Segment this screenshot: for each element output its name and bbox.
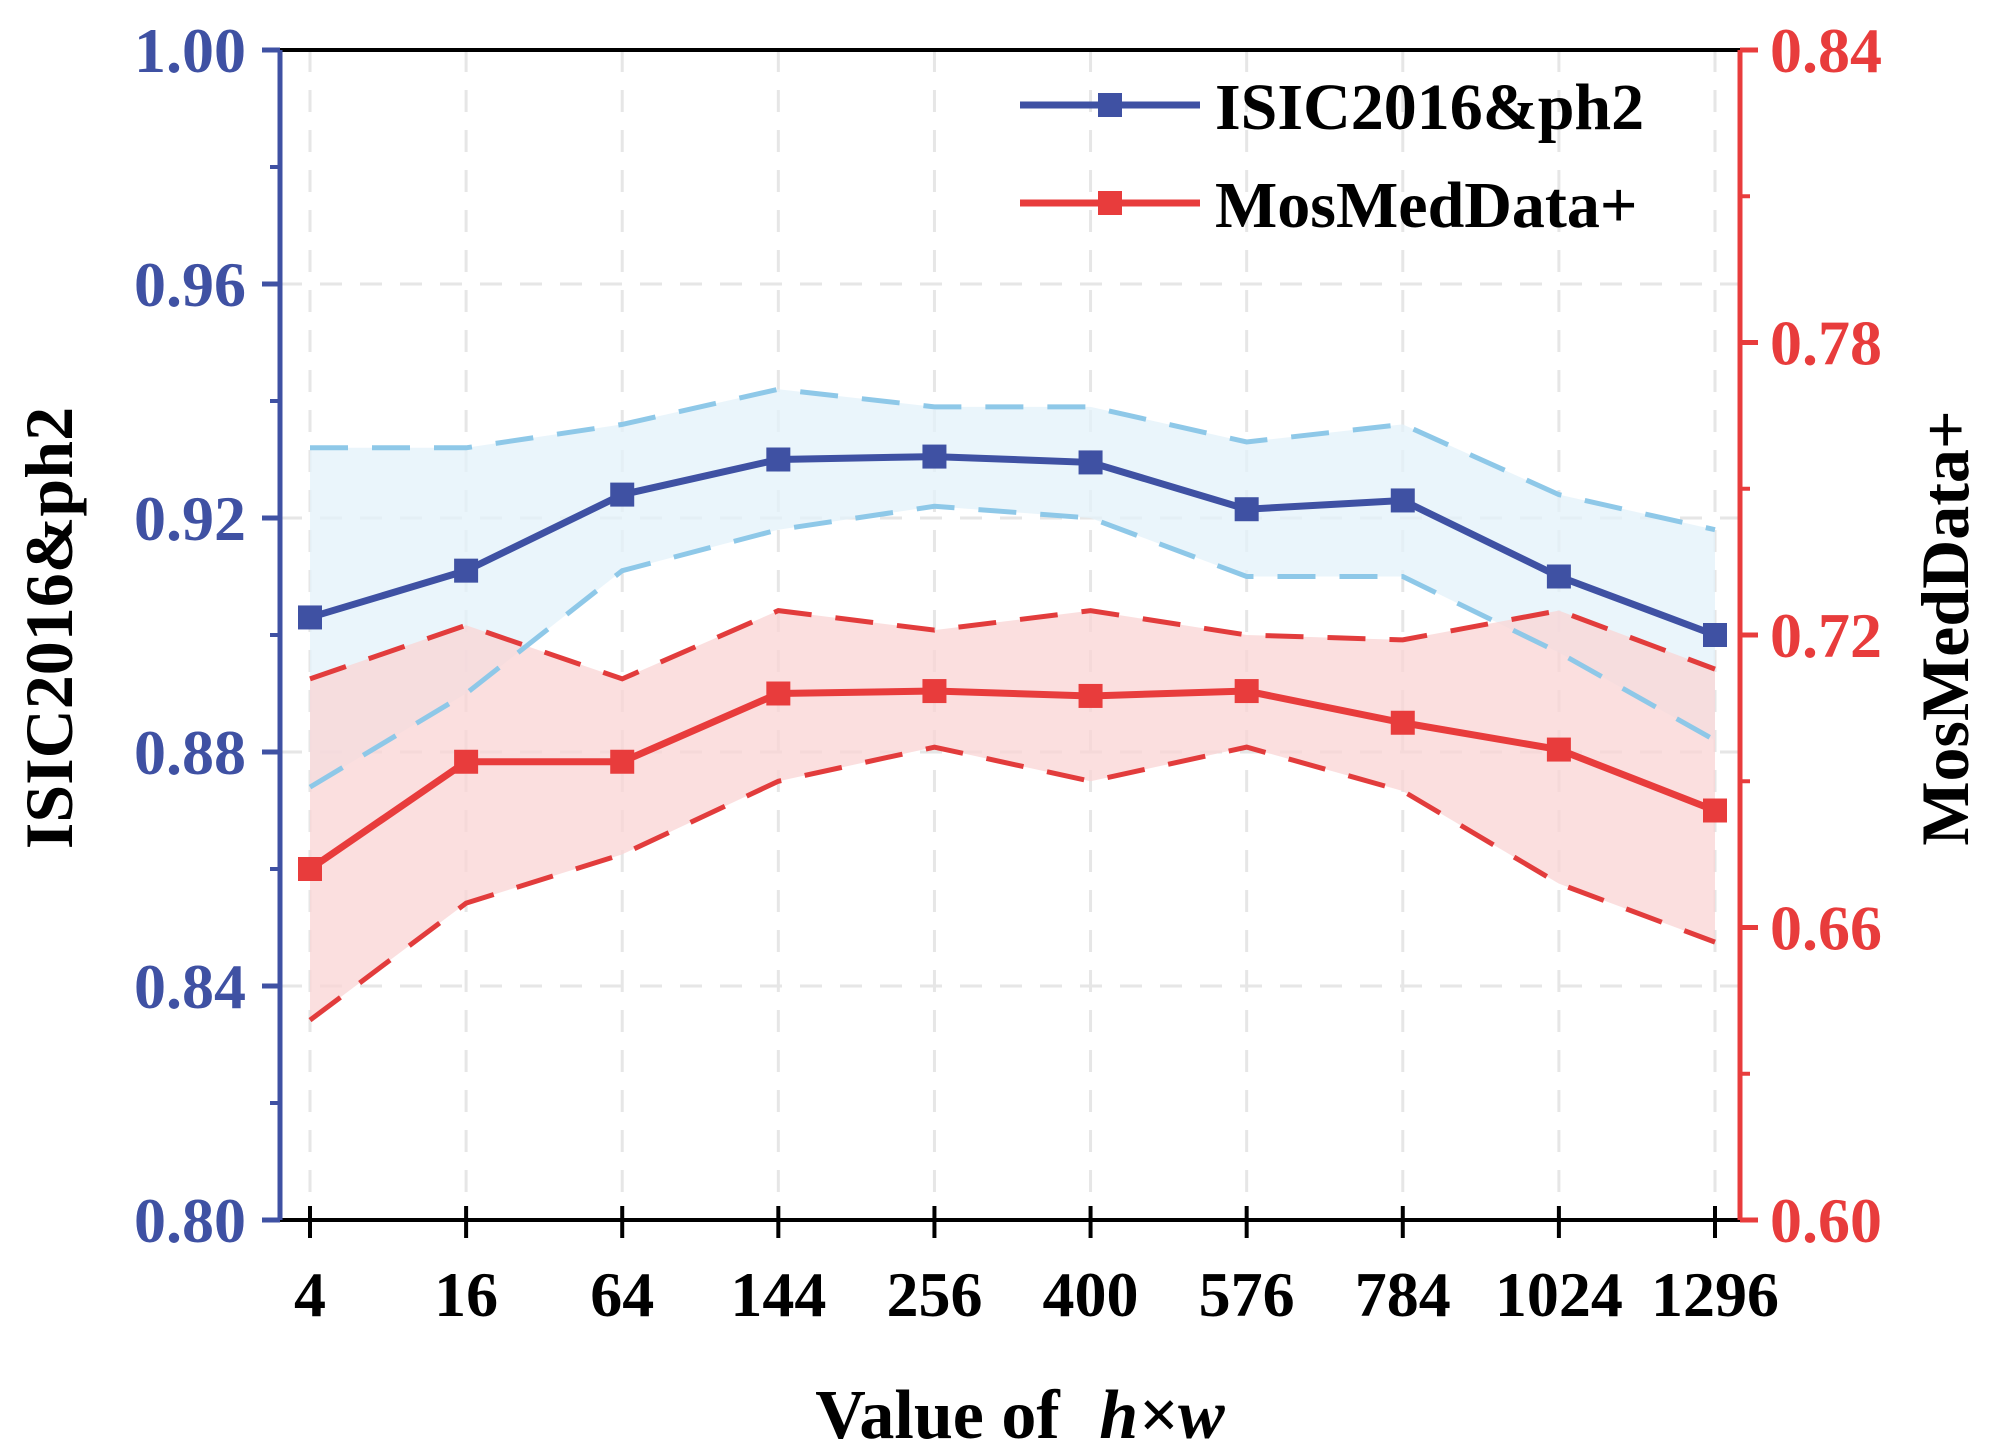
bound-upper-MosMedData+ (309, 608, 1716, 682)
legend: ISIC2016&ph2 MosMedData+ (1020, 71, 1644, 242)
right-tick-label: 0.66 (1770, 893, 1882, 964)
left-tick-label: 0.96 (134, 249, 246, 320)
left-tick-label: 1.00 (134, 15, 246, 86)
data-point (298, 857, 322, 881)
data-point (922, 444, 947, 469)
right-tick-label: 0.78 (1770, 308, 1882, 379)
series-line-MosMedData+ (308, 687, 1717, 872)
data-point (610, 482, 635, 507)
left-tick-label: 0.92 (134, 483, 246, 554)
x-tick-label: 1024 (1495, 1259, 1623, 1330)
x-axis-title-variable: h×w (1099, 1377, 1225, 1452)
data-point (1078, 683, 1103, 708)
series-lines (308, 453, 1717, 872)
band-MosMedData+ (310, 610, 1715, 1021)
right-tick-label: 0.84 (1770, 15, 1882, 86)
x-tick-label: 64 (590, 1259, 654, 1330)
left-axis-title: ISIC2016&ph2 (11, 407, 87, 849)
data-point (766, 447, 791, 472)
x-tick-label: 576 (1199, 1259, 1295, 1330)
series-line-ISIC2016&ph2 (308, 453, 1717, 639)
dashed-bounds (308, 386, 1717, 1023)
data-point (1078, 450, 1103, 475)
data-point (922, 679, 947, 704)
axes: 4 16 64 144 256 400 576 784 1024 1296 0.80 0.84 0.88… (134, 15, 1882, 1330)
series-markers (298, 444, 1727, 881)
data-point (298, 605, 322, 630)
bound-lower-ISIC2016&ph2 (308, 503, 1717, 790)
x-tick-label: 144 (730, 1259, 826, 1330)
legend-marker (1098, 191, 1122, 215)
x-axis-title: Value of h×w (815, 1377, 1225, 1452)
x-tick-label: 400 (1043, 1259, 1139, 1330)
right-axis-title: MosMedData+ (1907, 410, 1983, 845)
data-point (1390, 710, 1415, 735)
bound-upper-ISIC2016&ph2 (310, 386, 1716, 533)
legend-label: MosMedData+ (1215, 169, 1638, 242)
left-tick-label: 0.84 (134, 951, 246, 1022)
left-tick-label: 0.80 (134, 1185, 246, 1256)
left-tick-label: 0.88 (134, 717, 246, 788)
x-axis-title-prefix: Value of (815, 1377, 1060, 1452)
x-tick-label: 16 (434, 1259, 498, 1330)
data-point (766, 681, 791, 706)
bands (310, 389, 1715, 1021)
legend-label: ISIC2016&ph2 (1215, 71, 1644, 144)
data-point (1703, 623, 1727, 647)
data-point (1234, 679, 1259, 704)
data-point (1234, 497, 1259, 522)
bound-lower-MosMedData+ (308, 744, 1716, 1023)
right-tick-label: 0.60 (1770, 1185, 1882, 1256)
legend-marker (1098, 93, 1122, 117)
x-tick-label: 256 (886, 1259, 982, 1330)
data-point (1390, 488, 1415, 513)
data-point (1703, 798, 1727, 823)
x-tick-label: 1296 (1651, 1259, 1779, 1330)
data-point (454, 749, 479, 774)
x-tick-label: 4 (294, 1259, 326, 1330)
data-point (454, 558, 479, 583)
data-point (610, 749, 635, 774)
x-tick-label: 784 (1355, 1259, 1451, 1330)
data-point (1546, 737, 1571, 762)
right-tick-label: 0.72 (1770, 600, 1882, 671)
data-point (1546, 564, 1571, 589)
